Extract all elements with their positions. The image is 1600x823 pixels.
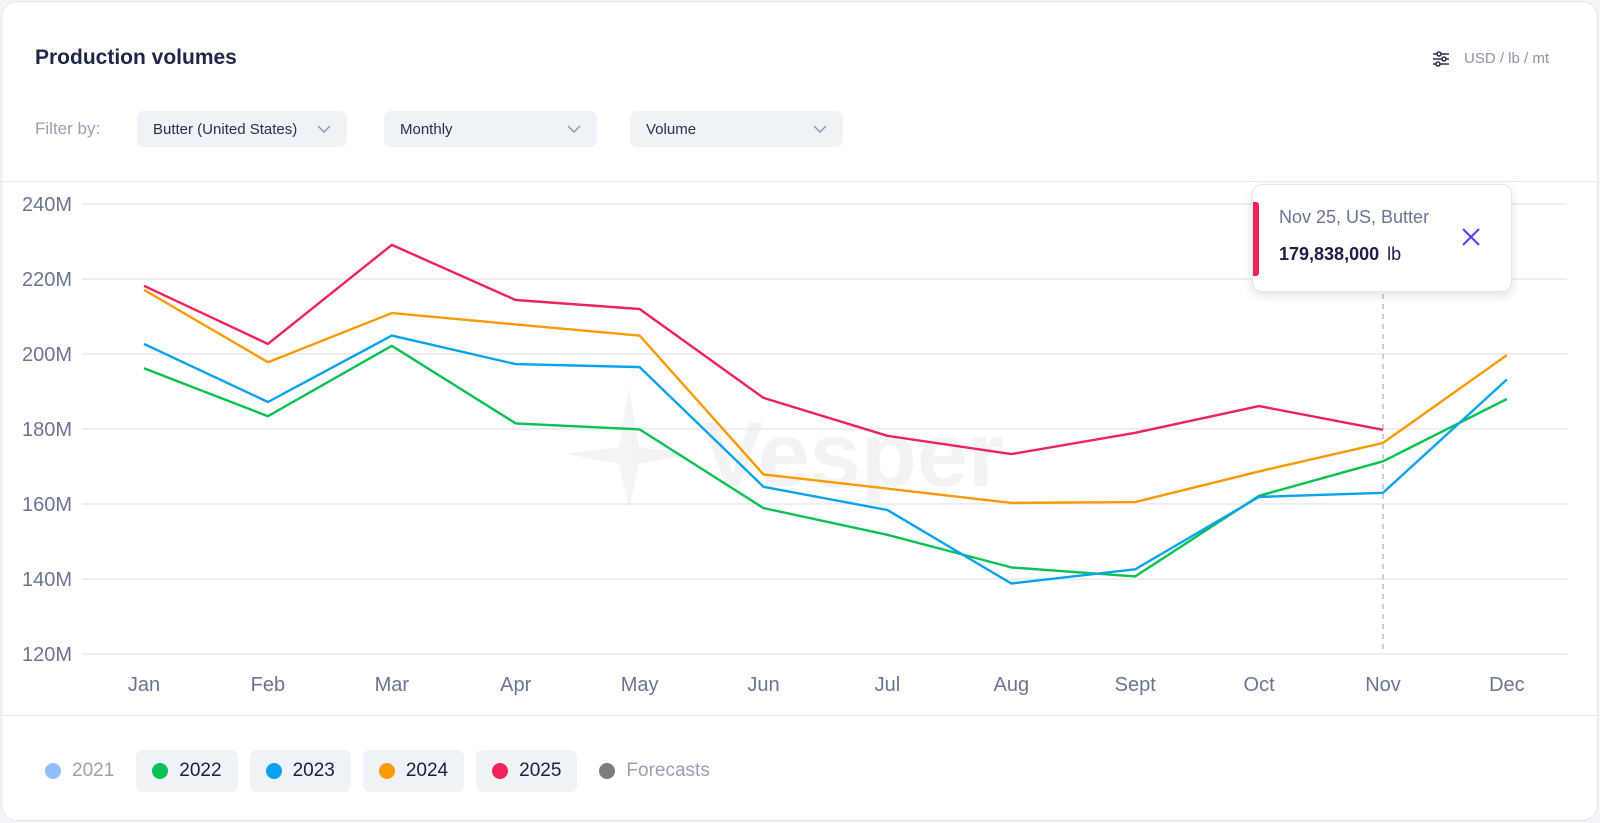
legend-item-2021[interactable]: 2021	[35, 750, 124, 792]
vesper-watermark: Vesper	[566, 388, 1004, 508]
y-tick-label: 160M	[22, 494, 72, 516]
legend-dot-icon	[599, 763, 616, 779]
y-tick-label: 120M	[22, 644, 72, 666]
legend-item-2025[interactable]: 2025	[476, 750, 578, 792]
frequency-dropdown[interactable]: Monthly	[384, 111, 597, 147]
y-tick-label: 240M	[22, 194, 72, 216]
tooltip-series-color-bar	[1253, 202, 1259, 276]
chart-legend: 2021 2022 2023 2024 2025 Forecasts	[35, 750, 720, 792]
x-tick-label: Oct	[1244, 674, 1276, 696]
watermark-text: Vesper	[702, 404, 1004, 506]
page-title: Production volumes	[35, 46, 237, 69]
chevron-down-icon	[567, 125, 581, 133]
tooltip-value-row: 179,838,000 lb	[1279, 244, 1401, 265]
legend-label: Forecasts	[626, 760, 710, 781]
series-line-2024[interactable]	[143, 288, 1508, 505]
sliders-icon[interactable]	[1432, 50, 1450, 67]
y-tick-label: 200M	[22, 344, 72, 366]
x-tick-label: Nov	[1365, 674, 1401, 696]
metric-dropdown[interactable]: Volume	[630, 111, 843, 147]
legend-dot-icon	[265, 763, 282, 779]
x-tick-label: Mar	[375, 674, 410, 696]
x-tick-label: Jun	[747, 674, 779, 696]
x-tick-label: Sept	[1115, 674, 1157, 696]
legend-label: 2024	[405, 760, 449, 781]
y-tick-label: 220M	[22, 269, 72, 291]
legend-item-2023[interactable]: 2023	[249, 750, 351, 792]
legend-item-forecasts[interactable]: Forecasts	[589, 750, 719, 792]
legend-divider	[2, 715, 1597, 716]
units-selector[interactable]: USD / lb / mt	[1432, 50, 1549, 67]
x-tick-label: May	[621, 674, 659, 696]
metric-dropdown-value: Volume	[646, 120, 697, 138]
product-dropdown-value: Butter (United States)	[153, 120, 298, 138]
series-line-2023[interactable]	[143, 334, 1508, 585]
x-tick-label: Feb	[251, 674, 285, 696]
close-icon[interactable]	[1460, 226, 1482, 248]
legend-dot-icon	[45, 763, 61, 779]
tooltip-unit: lb	[1387, 244, 1402, 264]
y-tick-label: 140M	[22, 569, 72, 591]
chevron-down-icon	[813, 125, 827, 133]
units-label[interactable]: USD / lb / mt	[1463, 50, 1549, 67]
legend-item-2024[interactable]: 2024	[362, 750, 465, 792]
legend-item-2022[interactable]: 2022	[136, 750, 238, 792]
x-tick-label: Dec	[1489, 674, 1525, 696]
legend-dot-icon	[492, 763, 509, 779]
series-line-2022[interactable]	[143, 344, 1508, 578]
watermark-star-icon	[566, 388, 692, 508]
x-tick-label: Jul	[875, 674, 901, 696]
series-line-2025[interactable]	[143, 243, 1384, 456]
data-tooltip: Nov 25, US, Butter 179,838,000 lb	[1252, 184, 1512, 292]
product-dropdown[interactable]: Butter (United States)	[137, 111, 347, 147]
legend-label: 2022	[179, 760, 222, 781]
x-tick-label: Jan	[128, 674, 160, 696]
x-tick-label: Apr	[500, 674, 531, 696]
frequency-dropdown-value: Monthly	[400, 120, 453, 138]
tooltip-value: 179,838,000	[1279, 244, 1380, 264]
tooltip-title: Nov 25, US, Butter	[1279, 207, 1430, 227]
legend-label: 2025	[519, 760, 562, 781]
legend-label: 2021	[72, 760, 115, 781]
filter-label: Filter by:	[35, 119, 101, 138]
legend-label: 2023	[292, 760, 335, 781]
header-divider	[2, 181, 1597, 182]
y-tick-label: 180M	[22, 419, 72, 441]
x-tick-label: Aug	[994, 674, 1030, 696]
legend-dot-icon	[378, 763, 395, 779]
legend-dot-icon	[152, 763, 169, 779]
chevron-down-icon	[317, 125, 331, 133]
